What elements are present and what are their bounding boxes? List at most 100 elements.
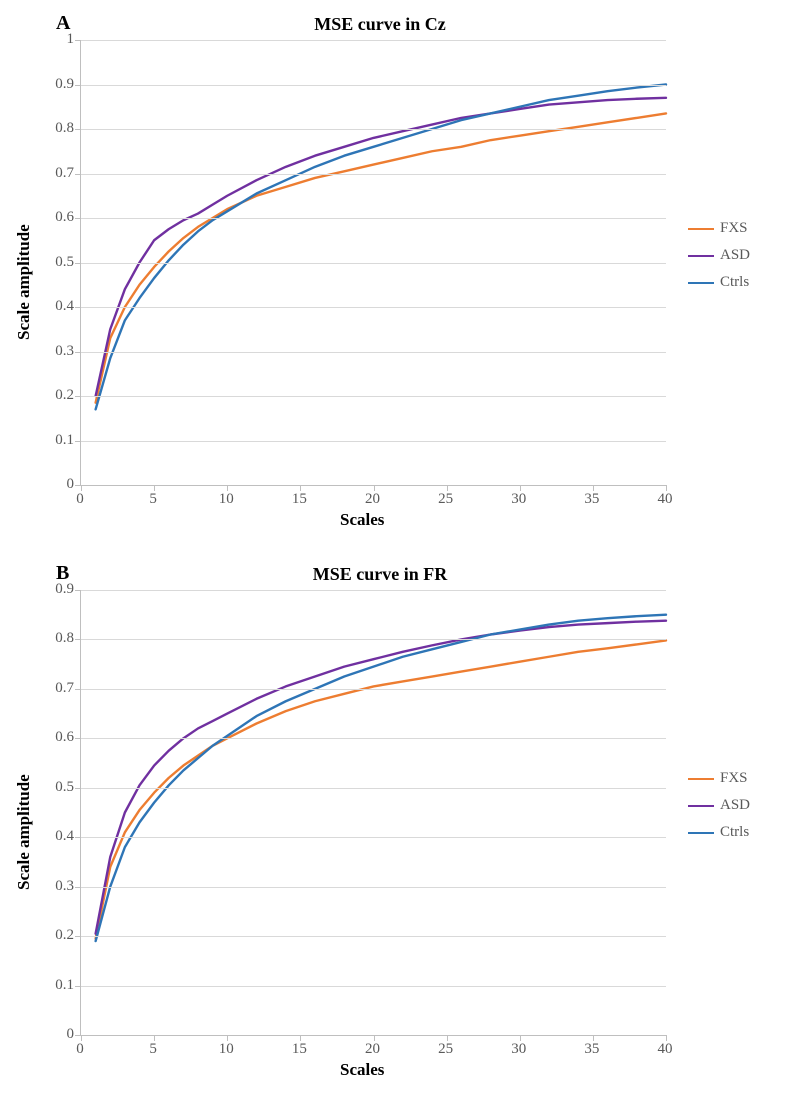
gridline	[81, 590, 666, 591]
x-tick-label: 15	[287, 1041, 311, 1058]
panel-a-xlabel: Scales	[340, 510, 384, 530]
panel-b-plot-area	[80, 590, 666, 1036]
gridline	[81, 689, 666, 690]
y-tick-label: 0.8	[46, 630, 74, 647]
gridline	[81, 263, 666, 264]
panel-b-lines	[81, 590, 666, 1035]
legend-item: ASD	[688, 247, 750, 264]
x-tick-label: 40	[653, 491, 677, 508]
y-tick-mark	[75, 788, 81, 789]
y-tick-label: 0.6	[46, 209, 74, 226]
x-tick-label: 20	[361, 491, 385, 508]
legend-item: ASD	[688, 797, 750, 814]
series-fxs	[96, 640, 666, 938]
y-tick-label: 0.3	[46, 878, 74, 895]
y-tick-mark	[75, 590, 81, 591]
gridline	[81, 986, 666, 987]
panel-b-title: MSE curve in FR	[250, 564, 510, 585]
y-tick-mark	[75, 936, 81, 937]
y-tick-label: 0.9	[46, 581, 74, 598]
gridline	[81, 352, 666, 353]
y-tick-label: 0.7	[46, 165, 74, 182]
y-tick-label: 1	[46, 31, 74, 48]
y-tick-label: 0.4	[46, 828, 74, 845]
gridline	[81, 837, 666, 838]
panel-a: A MSE curve in Cz Scale amplitude Scales…	[0, 0, 798, 548]
x-tick-label: 5	[141, 1041, 165, 1058]
y-tick-mark	[75, 396, 81, 397]
panel-a-legend: FXS ASD Ctrls	[688, 220, 750, 301]
legend-item: FXS	[688, 770, 750, 787]
y-tick-mark	[75, 986, 81, 987]
y-tick-mark	[75, 887, 81, 888]
y-tick-mark	[75, 689, 81, 690]
legend-swatch-fxs	[688, 228, 714, 230]
x-tick-label: 0	[68, 1041, 92, 1058]
legend-swatch-fxs	[688, 778, 714, 780]
legend-swatch-asd	[688, 805, 714, 807]
y-tick-label: 0.1	[46, 977, 74, 994]
y-tick-mark	[75, 837, 81, 838]
x-tick-label: 0	[68, 491, 92, 508]
panel-a-plot-area	[80, 40, 666, 486]
x-tick-label: 10	[214, 1041, 238, 1058]
y-tick-mark	[75, 218, 81, 219]
legend-swatch-ctrls	[688, 282, 714, 284]
y-tick-label: 0.8	[46, 120, 74, 137]
x-tick-label: 40	[653, 1041, 677, 1058]
panel-b-ylabel: Scale amplitude	[14, 774, 34, 890]
x-tick-label: 20	[361, 1041, 385, 1058]
gridline	[81, 788, 666, 789]
legend-item: Ctrls	[688, 274, 750, 291]
legend-item: Ctrls	[688, 824, 750, 841]
gridline	[81, 174, 666, 175]
legend-swatch-asd	[688, 255, 714, 257]
gridline	[81, 396, 666, 397]
y-tick-mark	[75, 263, 81, 264]
y-tick-label: 0.3	[46, 343, 74, 360]
legend-label-asd: ASD	[720, 247, 750, 264]
y-tick-mark	[75, 40, 81, 41]
y-tick-mark	[75, 441, 81, 442]
y-tick-label: 0.1	[46, 432, 74, 449]
y-tick-mark	[75, 85, 81, 86]
legend-label-ctrls: Ctrls	[720, 824, 749, 841]
gridline	[81, 441, 666, 442]
gridline	[81, 85, 666, 86]
y-tick-mark	[75, 352, 81, 353]
legend-label-ctrls: Ctrls	[720, 274, 749, 291]
series-ctrls	[96, 85, 666, 410]
gridline	[81, 936, 666, 937]
y-tick-label: 0.2	[46, 387, 74, 404]
gridline	[81, 738, 666, 739]
legend-item: FXS	[688, 220, 750, 237]
x-tick-label: 30	[507, 491, 531, 508]
y-tick-label: 0.4	[46, 298, 74, 315]
x-tick-label: 25	[434, 1041, 458, 1058]
y-tick-label: 0.9	[46, 76, 74, 93]
x-tick-label: 5	[141, 491, 165, 508]
x-tick-label: 35	[580, 1041, 604, 1058]
panel-a-ylabel: Scale amplitude	[14, 224, 34, 340]
gridline	[81, 40, 666, 41]
series-ctrls	[96, 615, 666, 941]
y-tick-label: 0.7	[46, 680, 74, 697]
y-tick-label: 0.2	[46, 927, 74, 944]
x-tick-label: 10	[214, 491, 238, 508]
panel-a-title: MSE curve in Cz	[250, 14, 510, 35]
y-tick-label: 0.5	[46, 779, 74, 796]
y-tick-mark	[75, 129, 81, 130]
y-tick-label: 0.6	[46, 729, 74, 746]
y-tick-mark	[75, 174, 81, 175]
series-fxs	[96, 113, 666, 402]
panel-b: B MSE curve in FR Scale amplitude Scales…	[0, 548, 798, 1097]
panel-b-xlabel: Scales	[340, 1060, 384, 1080]
x-tick-label: 15	[287, 491, 311, 508]
legend-label-fxs: FXS	[720, 770, 748, 787]
legend-label-asd: ASD	[720, 797, 750, 814]
gridline	[81, 307, 666, 308]
x-tick-label: 30	[507, 1041, 531, 1058]
gridline	[81, 887, 666, 888]
gridline	[81, 639, 666, 640]
x-tick-label: 35	[580, 491, 604, 508]
